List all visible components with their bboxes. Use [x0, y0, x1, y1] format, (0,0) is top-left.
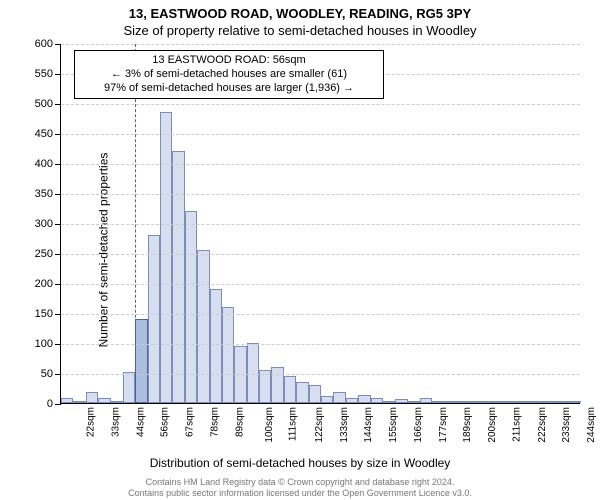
grid-line	[61, 284, 580, 285]
chart-title-sub: Size of property relative to semi-detach…	[0, 23, 600, 38]
x-tick-label: 155sqm	[388, 407, 399, 443]
annotation-line-3: 97% of semi-detached houses are larger (…	[81, 82, 377, 96]
y-tick-label: 50	[41, 368, 61, 380]
histogram-bar	[210, 289, 222, 403]
histogram-bar	[383, 401, 395, 403]
histogram-bar	[358, 395, 370, 403]
grid-line	[61, 104, 580, 105]
x-tick-label: 100sqm	[264, 407, 275, 443]
y-tick-label: 600	[35, 38, 61, 50]
x-tick-label: 189sqm	[463, 407, 474, 443]
y-tick-label: 550	[35, 68, 61, 80]
histogram-chart: 13, EASTWOOD ROAD, WOODLEY, READING, RG5…	[0, 0, 600, 500]
x-tick-label: 144sqm	[363, 407, 374, 443]
histogram-bar	[284, 376, 296, 403]
chart-title-main: 13, EASTWOOD ROAD, WOODLEY, READING, RG5…	[0, 6, 600, 21]
histogram-bar	[482, 401, 494, 403]
histogram-bar	[135, 319, 147, 403]
x-tick-label: 211sqm	[511, 407, 522, 442]
x-tick-label: 78sqm	[209, 407, 220, 437]
histogram-bar	[556, 401, 568, 403]
grid-line	[61, 254, 580, 255]
histogram-bar	[247, 343, 259, 403]
histogram-bar	[160, 112, 172, 403]
grid-line	[61, 44, 580, 45]
annotation-line-1: 13 EASTWOOD ROAD: 56sqm	[81, 54, 377, 68]
grid-line	[61, 374, 580, 375]
histogram-bar	[395, 399, 407, 403]
grid-line	[61, 194, 580, 195]
x-tick-label: 22sqm	[86, 407, 97, 437]
histogram-bar	[544, 401, 556, 403]
histogram-bar	[61, 398, 73, 403]
x-tick-label: 166sqm	[413, 407, 424, 443]
y-tick-label: 100	[35, 338, 61, 350]
histogram-bar	[73, 401, 85, 403]
histogram-bar	[531, 401, 543, 403]
x-tick-label: 133sqm	[339, 407, 350, 443]
histogram-bar	[197, 250, 209, 403]
y-tick-label: 200	[35, 278, 61, 290]
y-tick-label: 500	[35, 98, 61, 110]
y-tick-label: 400	[35, 158, 61, 170]
y-tick-label: 300	[35, 218, 61, 230]
grid-line	[61, 164, 580, 165]
x-axis-label: Distribution of semi-detached houses by …	[0, 456, 600, 470]
histogram-bar	[222, 307, 234, 403]
histogram-bar	[148, 235, 160, 403]
histogram-bar	[333, 392, 345, 403]
x-tick-label: 67sqm	[185, 407, 196, 437]
y-tick-label: 0	[47, 398, 61, 410]
y-tick-label: 450	[35, 128, 61, 140]
footer-line-1: Contains HM Land Registry data © Crown c…	[0, 477, 600, 487]
x-tick-label: 89sqm	[234, 407, 245, 437]
grid-line	[61, 314, 580, 315]
y-tick-label: 250	[35, 248, 61, 260]
x-tick-label: 44sqm	[135, 407, 146, 437]
y-tick-label: 350	[35, 188, 61, 200]
histogram-bar	[420, 398, 432, 403]
histogram-bar	[172, 151, 184, 403]
histogram-bar	[346, 398, 358, 403]
histogram-bar	[519, 401, 531, 403]
annotation-line-2: ← 3% of semi-detached houses are smaller…	[81, 68, 377, 82]
histogram-bar	[296, 382, 308, 403]
histogram-bar	[494, 401, 506, 403]
histogram-bar	[470, 401, 482, 403]
histogram-bar	[408, 401, 420, 403]
histogram-bar	[98, 398, 110, 403]
x-tick-label: 244sqm	[586, 407, 597, 443]
x-tick-label: 33sqm	[110, 407, 121, 437]
histogram-bar	[321, 396, 333, 403]
histogram-bar	[271, 367, 283, 403]
x-tick-label: 111sqm	[288, 407, 299, 441]
histogram-bar	[457, 401, 469, 403]
x-tick-label: 222sqm	[537, 407, 548, 443]
footer-line-2: Contains public sector information licen…	[0, 488, 600, 498]
histogram-bar	[432, 401, 444, 403]
histogram-bar	[86, 392, 98, 403]
histogram-bar	[309, 385, 321, 403]
histogram-bar	[569, 401, 581, 403]
chart-footer: Contains HM Land Registry data © Crown c…	[0, 477, 600, 498]
histogram-bar	[445, 401, 457, 403]
grid-line	[61, 134, 580, 135]
annotation-box: 13 EASTWOOD ROAD: 56sqm ← 3% of semi-det…	[74, 50, 384, 99]
histogram-bar	[123, 372, 135, 403]
histogram-bar	[371, 398, 383, 403]
x-tick-label: 122sqm	[314, 407, 325, 443]
histogram-bar	[507, 401, 519, 403]
x-tick-label: 200sqm	[487, 407, 498, 443]
x-tick-label: 233sqm	[562, 407, 573, 443]
x-tick-label: 177sqm	[438, 407, 449, 443]
y-tick-label: 150	[35, 308, 61, 320]
x-tick-label: 56sqm	[160, 407, 171, 437]
grid-line	[61, 344, 580, 345]
histogram-bar	[111, 401, 123, 403]
grid-line	[61, 224, 580, 225]
